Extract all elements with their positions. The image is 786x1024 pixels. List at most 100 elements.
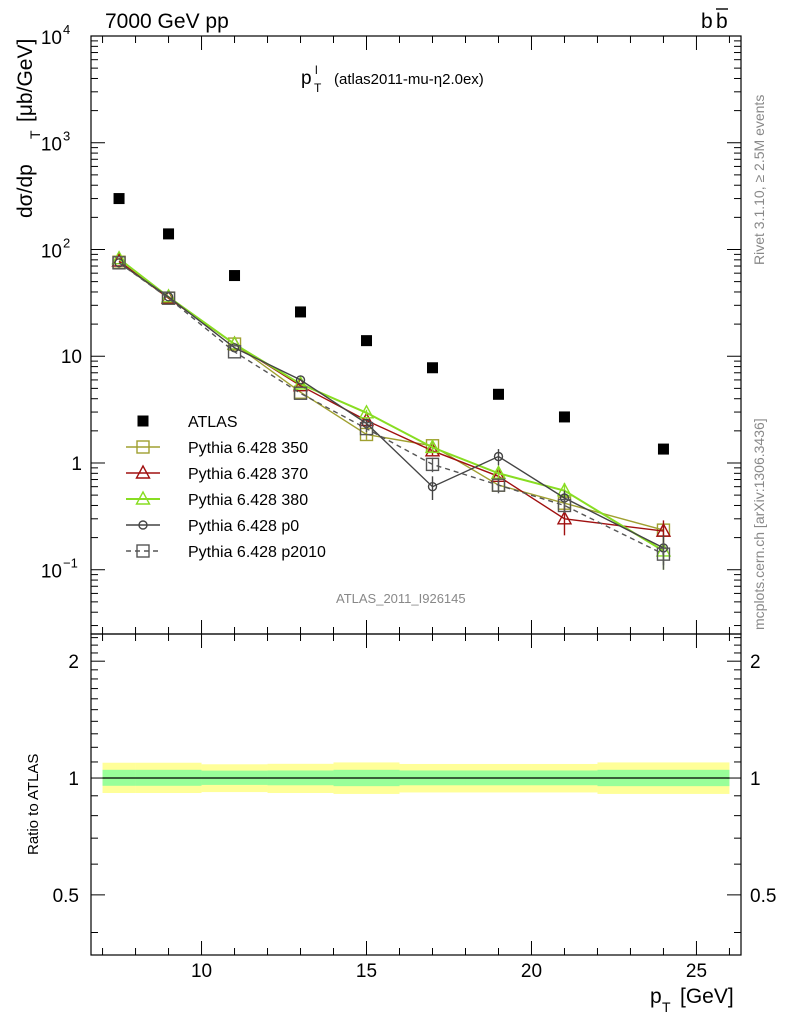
- legend-item-p380: Pythia 6.428 380: [126, 490, 308, 509]
- point-atlas: [558, 411, 570, 423]
- point-p2010: [227, 345, 242, 359]
- point-p2010: [161, 291, 176, 305]
- header-right: b b: [701, 8, 728, 33]
- legend-marker-p2010: [136, 544, 150, 558]
- point-atlas: [657, 443, 669, 455]
- analysis-watermark: ATLAS_2011_I926145: [336, 591, 466, 606]
- y-tick-label-exp: 2: [63, 235, 70, 250]
- y-tick-label: 10 −1: [41, 556, 78, 583]
- point-p2010: [359, 421, 374, 436]
- legend-item-p350: Pythia 6.428 350: [126, 440, 308, 457]
- y-tick-label: 10 4: [41, 22, 70, 49]
- legend-marker-p370: [135, 464, 151, 479]
- y-tick-label-exp: 3: [63, 129, 70, 144]
- legend-label: Pythia 6.428 370: [188, 466, 308, 483]
- ratio-tick-label-left: 2: [68, 652, 79, 673]
- legend-marker-p380: [135, 490, 151, 505]
- ratio-tick-label-right: 0.5: [750, 886, 776, 907]
- header-left: 7000 GeV pp: [105, 10, 229, 33]
- y-tick-label: 1: [71, 454, 82, 475]
- y-tick-label: 10: [61, 347, 82, 368]
- legend-item-p0: Pythia 6.428 p0: [126, 518, 299, 535]
- legend-label: Pythia 6.428 350: [188, 440, 308, 457]
- ylabel-sub: T: [27, 130, 43, 139]
- legend-label: Pythia 6.428 p0: [188, 518, 299, 535]
- legend-label: ATLAS: [188, 414, 238, 431]
- legend-item-p2010: Pythia 6.428 p2010: [126, 544, 326, 561]
- y-tick-label: 10 3: [41, 129, 70, 156]
- y-tick-label-base: 10: [41, 241, 62, 262]
- header-right-b2: b: [716, 10, 728, 33]
- point-atlas: [426, 362, 438, 374]
- legend-marker-atlas: [137, 415, 149, 427]
- point-p2010: [112, 256, 126, 270]
- point-atlas: [492, 388, 504, 400]
- point-p380: [424, 438, 441, 454]
- title-sup: l: [315, 63, 318, 77]
- y-tick-label: 10 2: [41, 235, 70, 262]
- x-tick-label: 15: [356, 961, 377, 982]
- legend: ATLAS Pythia 6.428 350 Pythia 6.428 370 Pyt…: [126, 414, 326, 561]
- point-p0: [427, 481, 438, 492]
- mcplots-label: mcplots.cern.ch [arXiv:1306.3436]: [751, 418, 767, 630]
- title-sub: T: [314, 81, 322, 95]
- main-panel: [111, 193, 672, 570]
- point-p0: [493, 451, 504, 462]
- point-atlas: [295, 306, 307, 318]
- y-tick-label-exp: −1: [63, 556, 78, 571]
- point-p2010: [293, 386, 308, 400]
- point-p0: [114, 258, 124, 268]
- point-p370: [556, 510, 573, 525]
- ratio-tick-label-right: 1: [750, 769, 761, 790]
- series-line-p2010: [118, 262, 664, 555]
- point-p370: [424, 442, 441, 457]
- title-rest: (atlas2011-mu-η2.0ex): [334, 71, 484, 88]
- legend-marker-p0: [138, 520, 148, 530]
- point-atlas: [361, 335, 373, 347]
- legend-label: Pythia 6.428 p2010: [188, 544, 326, 561]
- point-atlas: [163, 228, 175, 240]
- ratio-tick-label-left: 0.5: [53, 886, 79, 907]
- series-line-p350: [118, 261, 664, 531]
- point-p0: [295, 375, 306, 385]
- y-axis-label: dσ/dp T [μb/GeV]: [14, 39, 43, 218]
- rivet-label: Rivet 3.1.10, ≥ 2.5M events: [751, 95, 767, 265]
- point-p2010: [557, 498, 572, 513]
- point-p2010: [425, 457, 440, 472]
- y-tick-label-base: 10: [41, 28, 62, 49]
- ratio-tick-label-right: 2: [750, 652, 761, 673]
- xlabel-unit: [GeV]: [680, 985, 734, 1008]
- plot-title: p l T (atlas2011-mu-η2.0ex): [301, 63, 484, 95]
- y-tick-label-exp: 4: [63, 22, 70, 37]
- header-right-b1: b: [701, 10, 713, 33]
- y-tick-label-base: 1: [71, 454, 82, 475]
- x-tick-label: 25: [686, 961, 707, 982]
- y-tick-label-base: 10: [61, 347, 82, 368]
- ratio-frame: [90, 633, 742, 956]
- x-tick-label: 20: [521, 961, 542, 982]
- xlabel-main: p: [650, 985, 662, 1008]
- point-p2010: [491, 478, 506, 492]
- point-atlas: [229, 270, 241, 282]
- point-p380: [226, 335, 243, 350]
- ratio-tick-label-left: 1: [68, 769, 79, 790]
- ratio-y-label: Ratio to ATLAS: [25, 754, 42, 855]
- point-atlas: [113, 193, 125, 205]
- title-main: p: [301, 68, 312, 89]
- x-axis-label: p T [GeV]: [650, 985, 734, 1015]
- legend-marker-p350: [136, 440, 150, 454]
- ylabel-unit: [μb/GeV]: [14, 39, 37, 122]
- legend-label: Pythia 6.428 380: [188, 492, 308, 509]
- point-p380: [358, 404, 375, 419]
- ylabel-main: dσ/dp: [14, 164, 37, 218]
- xlabel-sub: T: [662, 999, 671, 1015]
- legend-item-p370: Pythia 6.428 370: [126, 464, 308, 483]
- x-tick-label: 10: [191, 961, 212, 982]
- legend-item-atlas: ATLAS: [137, 414, 238, 431]
- y-tick-label-base: 10: [41, 135, 62, 156]
- point-p2010: [656, 547, 671, 561]
- series-line-p370: [118, 260, 664, 532]
- y-tick-label-base: 10: [41, 562, 62, 583]
